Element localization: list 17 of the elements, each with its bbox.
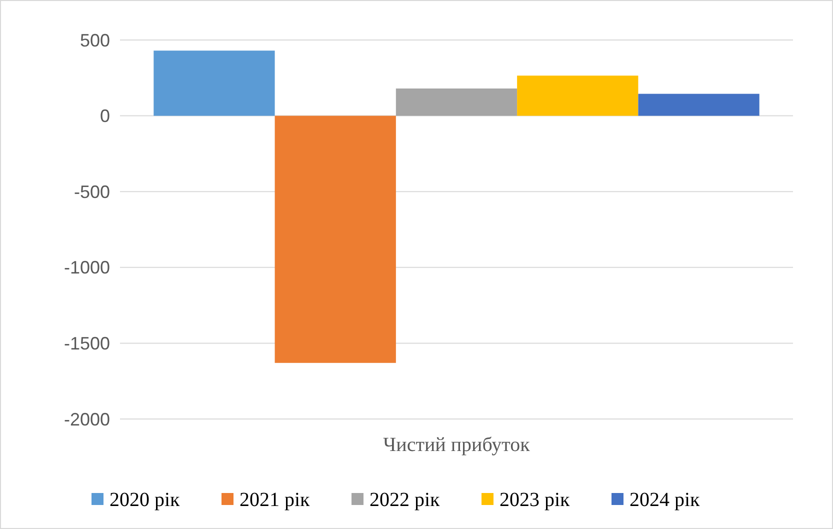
bar — [154, 50, 275, 116]
legend-label: 2020 рік — [110, 489, 180, 511]
y-tick-label: 500 — [80, 30, 110, 50]
bar — [638, 94, 760, 116]
legend-label: 2023 рік — [500, 489, 570, 511]
y-tick-label: 0 — [100, 106, 110, 126]
bar — [396, 88, 518, 116]
y-tick-label: -1000 — [64, 258, 110, 278]
bar — [517, 76, 638, 116]
legend-label: 2024 рік — [630, 489, 700, 511]
y-tick-label: -1500 — [64, 334, 110, 354]
y-tick-label: -500 — [74, 182, 110, 202]
x-tick-label: Чистий прибуток — [383, 434, 530, 456]
legend-label: 2022 рік — [370, 489, 440, 511]
legend-label: 2021 рік — [240, 489, 310, 511]
y-tick-label: -2000 — [64, 409, 110, 430]
bar — [274, 116, 396, 363]
